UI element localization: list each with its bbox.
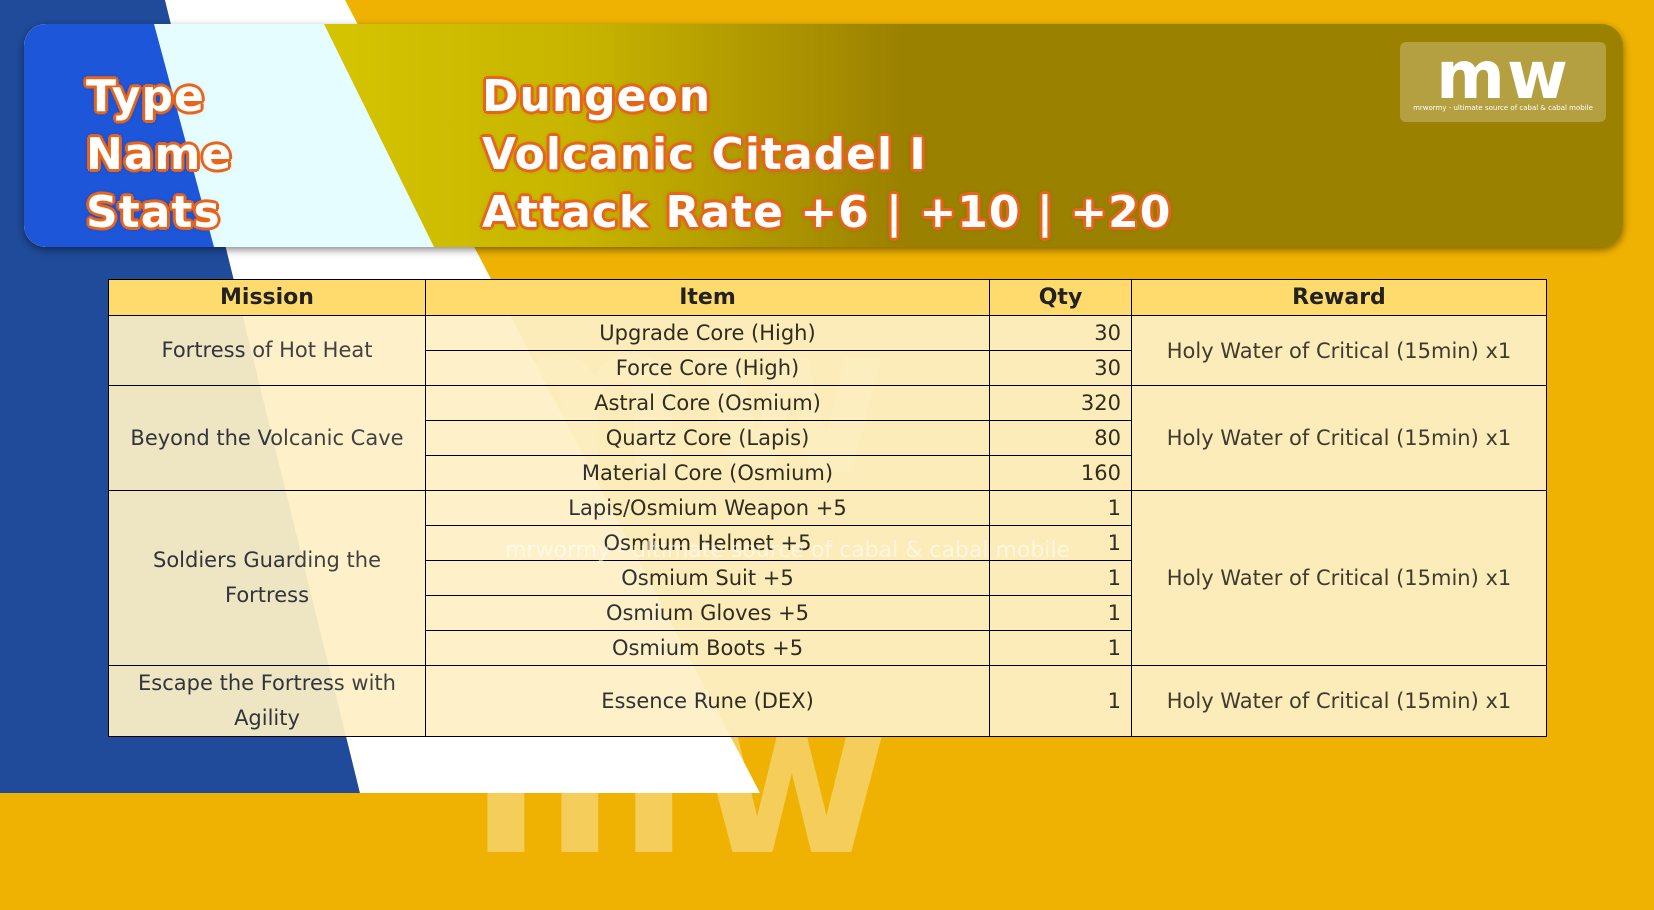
reward-cell: Holy Water of Critical (15min) x1 [1131,665,1547,737]
item-cell: Upgrade Core (High) [425,315,990,351]
item-cell: Osmium Suit +5 [425,560,990,596]
table-header-row: Mission Item Qty Reward [108,279,1547,316]
qty-cell: 30 [989,350,1132,386]
qty-cell: 160 [989,455,1132,491]
table-row: Escape the Fortress with Agility Essence… [108,665,1547,737]
mw-logo: mw mrwormy - ultimate source of cabal & … [1400,37,1606,122]
column-header-qty: Qty [989,279,1132,316]
header-background [24,24,1623,247]
table-row: Osmium Suit +5 1 [109,560,1547,596]
reward-cell: Holy Water of Critical (15min) x1 [1131,385,1547,491]
qty-cell: 1 [989,665,1132,737]
qty-cell: 320 [989,385,1132,421]
logo-mark: mw [1436,37,1570,114]
type-label: Type [86,71,205,122]
qty-cell: 1 [989,525,1132,561]
mission-cell: Fortress of Hot Heat [108,315,426,386]
table-row: Soldiers Guarding the Fortress Lapis/Osm… [108,490,1547,666]
column-header-reward: Reward [1131,279,1547,316]
name-value: Volcanic Citadel I [482,129,927,180]
qty-cell: 30 [989,315,1132,351]
item-cell: Essence Rune (DEX) [425,665,990,737]
table-row: Beyond the Volcanic Cave Astral Core (Os… [108,385,1547,491]
reward-cell: Holy Water of Critical (15min) x1 [1131,490,1547,666]
item-cell: Osmium Helmet +5 [425,525,990,561]
mission-cell: Beyond the Volcanic Cave [108,385,426,491]
qty-cell: 1 [989,630,1132,666]
table-row: Quartz Core (Lapis) 80 [109,420,1547,456]
header-labels: Type Name Stats [86,68,232,242]
stats-value: Attack Rate +6 | +10 | +20 [482,187,1172,238]
table-row: Osmium Helmet +5 1 [109,525,1547,561]
name-label: Name [86,129,233,180]
item-cell: Quartz Core (Lapis) [425,420,990,456]
item-cell: Osmium Boots +5 [425,630,990,666]
qty-cell: 80 [989,420,1132,456]
table-row: Material Core (Osmium) 160 [109,455,1547,491]
mission-table: Mission Item Qty Reward Fortress of Hot … [108,279,1547,737]
table-row: Fortress of Hot Heat Upgrade Core (High)… [108,315,1547,386]
logo-tagline: mrwormy - ultimate source of cabal & cab… [1413,104,1593,112]
header-values: Dungeon Volcanic Citadel I Attack Rate +… [482,68,1171,242]
mission-cell: Escape the Fortress with Agility [108,665,426,737]
item-cell: Lapis/Osmium Weapon +5 [425,490,990,526]
item-cell: Astral Core (Osmium) [425,385,990,421]
item-cell: Force Core (High) [425,350,990,386]
qty-cell: 1 [989,490,1132,526]
reward-cell: Holy Water of Critical (15min) x1 [1131,315,1547,386]
stats-label: Stats [86,187,221,238]
mission-cell: Soldiers Guarding the Fortress [108,490,426,666]
column-header-item: Item [425,279,990,316]
qty-cell: 1 [989,560,1132,596]
qty-cell: 1 [989,595,1132,631]
table-row: Osmium Gloves +5 1 [109,595,1547,631]
table-row: Force Core (High) 30 [109,350,1547,386]
item-cell: Material Core (Osmium) [425,455,990,491]
column-header-mission: Mission [108,279,426,316]
type-value: Dungeon [482,71,712,122]
item-cell: Osmium Gloves +5 [425,595,990,631]
header-banner: Type Name Stats Dungeon Volcanic Citadel… [24,24,1623,247]
table-row: Osmium Boots +5 1 [109,630,1547,666]
